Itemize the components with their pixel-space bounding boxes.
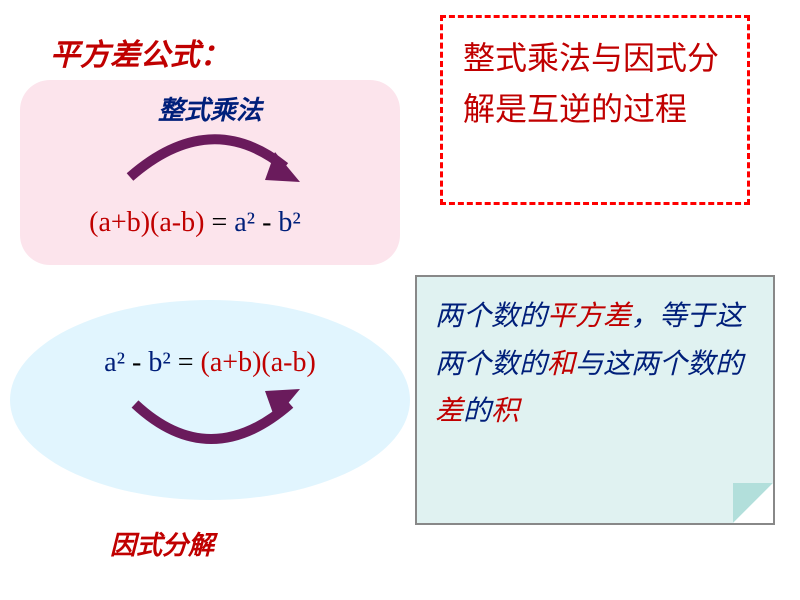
explanation-note-box: 两个数的平方差，等于这两个数的和与这两个数的差的积 [415, 275, 775, 525]
note-segment: 的 [463, 395, 491, 426]
arrow-curve-left [135, 404, 290, 439]
top-formula-box: 整式乘法 (a+b)(a-b) = a² - b² [20, 80, 400, 265]
note-text-content: 两个数的平方差，等于这两个数的和与这两个数的差的积 [435, 300, 743, 426]
f2-eq: = [171, 347, 201, 378]
f1-lhs: (a+b)(a-b) [89, 207, 204, 238]
note-segment: 积 [491, 395, 519, 426]
note-segment: 差 [435, 395, 463, 426]
note-segment: 和 [547, 348, 575, 379]
note-segment: 与这两个数的 [575, 348, 743, 379]
formula-multiplication: (a+b)(a-b) = a² - b² [89, 207, 301, 239]
note-corner-cut [733, 483, 773, 523]
f1-minus: - [255, 207, 278, 238]
dashed-note-box: 整式乘法与因式分解是互逆的过程 [440, 15, 750, 205]
arrow-curve [130, 139, 285, 177]
f1-a2: a² [234, 207, 255, 238]
f2-minus: - [125, 347, 148, 378]
note-segment: 平方差 [547, 300, 631, 331]
factoring-label: 因式分解 [110, 525, 214, 562]
f1-b2: b² [278, 207, 300, 238]
arrow-left-icon [100, 379, 320, 464]
formula-factoring: a² - b² = (a+b)(a-b) [104, 347, 316, 379]
f1-eq: = [204, 207, 234, 238]
dashed-note-text: 整式乘法与因式分解是互逆的过程 [463, 40, 719, 127]
arrow-right-icon [100, 122, 320, 202]
f2-a2: a² [104, 347, 125, 378]
f2-rhs: (a+b)(a-b) [201, 347, 316, 378]
bottom-formula-ellipse: a² - b² = (a+b)(a-b) [10, 300, 410, 500]
note-segment: 两个数的 [435, 300, 547, 331]
main-title: 平方差公式： [50, 30, 230, 74]
f2-b2: b² [148, 347, 170, 378]
